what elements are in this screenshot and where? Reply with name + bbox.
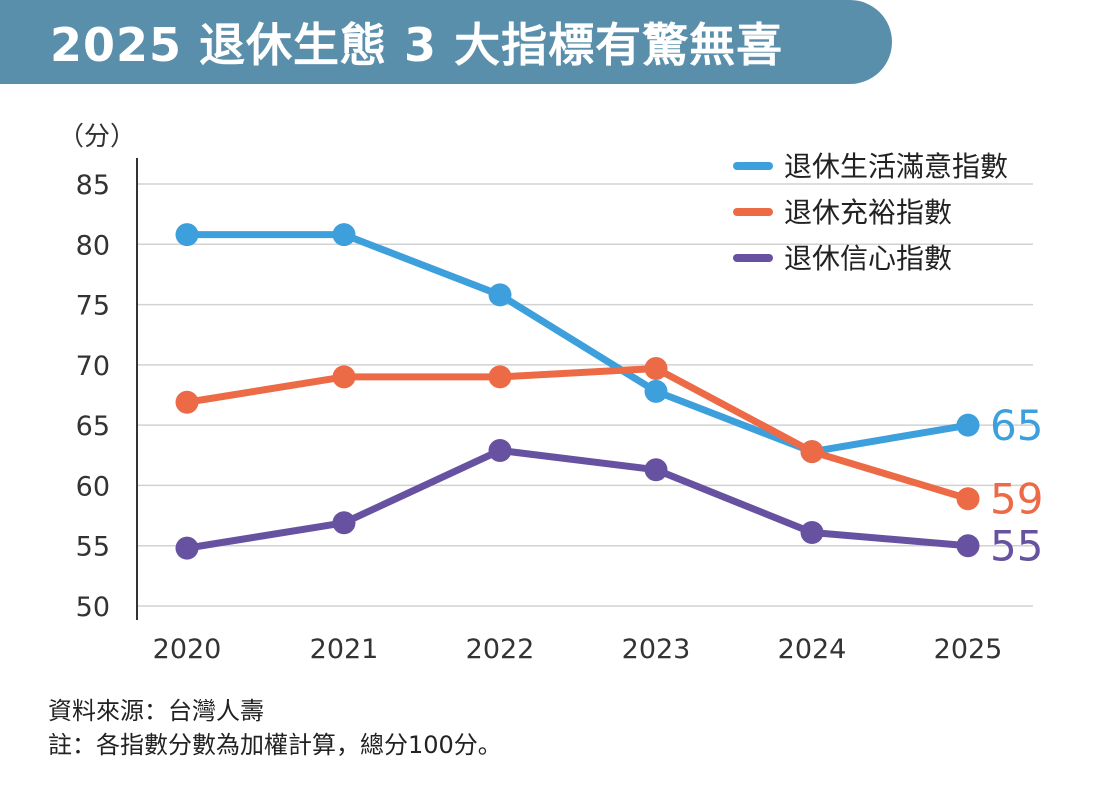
data-point-3-2025 xyxy=(956,534,980,558)
series-2: 59 xyxy=(175,356,1043,524)
x-tick-label-2025: 2025 xyxy=(934,634,1003,665)
y-tick-label-75: 75 xyxy=(76,291,110,322)
y-tick-label-55: 55 xyxy=(76,532,110,563)
data-point-3-2022 xyxy=(488,438,512,462)
data-point-3-2020 xyxy=(175,536,199,560)
chart-title: 2025 退休生態 3 大指標有驚無喜 xyxy=(50,18,784,72)
data-point-1-2022 xyxy=(488,283,512,307)
axes: 85 80 75 70 65 60 55 50 2020 2021 2022 2023 2024 2025 xyxy=(76,158,1003,665)
series-line-2 xyxy=(183,364,972,503)
gridlines xyxy=(137,183,1033,607)
end-value-label-3: 55 xyxy=(990,522,1043,571)
data-point-2-2021 xyxy=(332,365,356,389)
data-point-3-2023 xyxy=(644,458,668,482)
x-tick-label-2024: 2024 xyxy=(778,634,847,665)
x-tick-label-2022: 2022 xyxy=(466,634,535,665)
x-tick-label-2023: 2023 xyxy=(622,634,691,665)
title-banner: 2025 退休生態 3 大指標有驚無喜 xyxy=(0,0,892,84)
data-point-2-2024 xyxy=(800,440,824,464)
series-line-3 xyxy=(183,446,972,552)
data-point-1-2020 xyxy=(175,223,199,247)
series-line-1 xyxy=(183,231,972,456)
legend-label-1: 退休生活滿意指數 xyxy=(784,150,1008,183)
y-tick-label-70: 70 xyxy=(76,351,110,382)
legend-label-3: 退休信心指數 xyxy=(784,242,952,275)
source-text: 資料來源：台灣人壽 xyxy=(48,697,264,725)
y-tick-label-60: 60 xyxy=(76,471,110,502)
end-value-label-2: 59 xyxy=(990,475,1043,524)
y-axis-unit-label: （分） xyxy=(58,122,137,152)
series-3: 55 xyxy=(175,438,1043,571)
footer-notes: 資料來源：台灣人壽 註：各指數分數為加權計算，總分100分。 xyxy=(48,694,502,762)
x-tick-label-2020: 2020 xyxy=(153,634,222,665)
data-point-2-2020 xyxy=(175,390,199,414)
data-point-2-2022 xyxy=(488,365,512,389)
y-tick-label-65: 65 xyxy=(76,411,110,442)
data-point-1-2025 xyxy=(956,413,980,437)
y-tick-label-85: 85 xyxy=(76,170,110,201)
note-text: 註：各指數分數為加權計算，總分100分。 xyxy=(48,731,502,759)
y-tick-label-50: 50 xyxy=(76,592,110,623)
data-point-2-2025 xyxy=(956,487,980,511)
y-tick-label-80: 80 xyxy=(76,230,110,261)
end-value-label-1: 65 xyxy=(990,401,1043,450)
legend-label-2: 退休充裕指數 xyxy=(784,196,952,229)
data-point-2-2023 xyxy=(644,356,668,380)
data-point-3-2021 xyxy=(332,511,356,535)
x-tick-label-2021: 2021 xyxy=(310,634,379,665)
data-point-1-2021 xyxy=(332,223,356,247)
data-point-3-2024 xyxy=(800,520,824,544)
data-point-1-2023 xyxy=(644,379,668,403)
